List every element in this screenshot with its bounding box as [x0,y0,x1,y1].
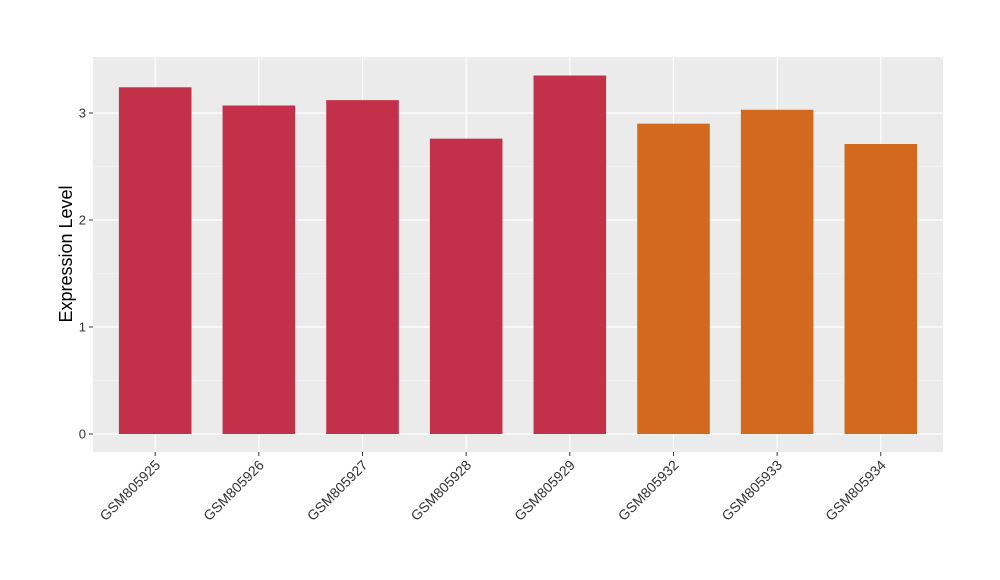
bar [222,105,296,435]
x-tick-label: GSM805927 [304,457,371,524]
x-tick-label: GSM805926 [200,457,267,524]
bar [429,138,503,435]
y-tick-label: 3 [79,105,86,120]
bar [326,100,399,435]
bar [740,109,814,435]
x-tick-label: GSM805928 [407,457,474,524]
x-tick-label: GSM805932 [615,457,682,524]
bar [637,123,710,435]
y-tick-label: 1 [79,320,86,335]
x-tick-label: GSM805929 [511,457,578,524]
bar [118,87,192,435]
x-tick-label: GSM805925 [96,457,163,524]
x-tick-label: GSM805933 [718,457,785,524]
y-tick-label: 0 [79,427,86,442]
y-tick-label: 2 [79,212,86,227]
panel [93,57,943,452]
y-axis-title: Expression Level [56,185,76,322]
bar [533,75,607,435]
bar [844,144,918,435]
x-tick-label: GSM805934 [822,457,889,524]
